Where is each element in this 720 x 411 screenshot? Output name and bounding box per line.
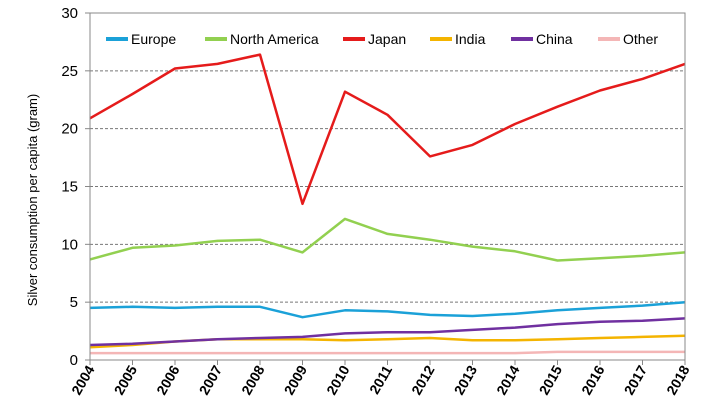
series-lines [89,53,686,355]
x-tick-labels: 2004 2005 2006 2007 2008 2009 2010 2011 2012 2013… [68,362,693,397]
legend-label-india: India [455,31,486,47]
y-tick-label: 25 [61,63,78,80]
x-tick-label: 2007 [196,362,226,397]
series-line-europe [89,300,686,319]
y-tick-label: 20 [61,121,78,138]
x-tick-label: 2005 [111,362,141,397]
x-tick-label: 2015 [536,362,566,397]
y-axis-title: Silver consumption per capita (gram) [25,94,40,306]
legend-label-north-america: North America [230,31,319,47]
axes [85,12,686,365]
x-tick-label: 2012 [408,362,438,397]
series-line-north-america [89,217,686,262]
legend-label-other: Other [623,31,658,47]
legend-label-japan: Japan [368,31,406,47]
gridlines [90,70,685,303]
y-tick-label: 5 [70,294,78,311]
y-tick-label: 30 [61,5,78,22]
x-tick-label: 2017 [621,362,651,397]
series-line-other [90,350,685,355]
y-tick-label: 10 [61,236,78,253]
y-tick-labels: 0 5 10 15 20 25 30 [61,5,78,369]
x-tick-label: 2018 [663,362,693,397]
x-tick-label: 2010 [323,362,353,397]
x-tick-label: 2013 [451,362,481,397]
series-line-china [89,317,686,347]
y-tick-label: 15 [61,179,78,196]
x-tick-label: 2011 [366,362,395,396]
x-tick-label: 2006 [153,362,183,397]
x-tick-label: 2008 [238,362,268,397]
x-tick-label: 2014 [493,362,523,397]
x-tick-label: 2009 [281,362,311,397]
x-tick-label: 2016 [578,362,608,397]
series-line-japan [89,53,686,206]
legend-label-china: China [536,31,573,47]
y-tick-label: 0 [70,352,78,369]
legend: Europe North America Japan India China Other [106,31,658,47]
legend-label-europe: Europe [131,31,176,47]
